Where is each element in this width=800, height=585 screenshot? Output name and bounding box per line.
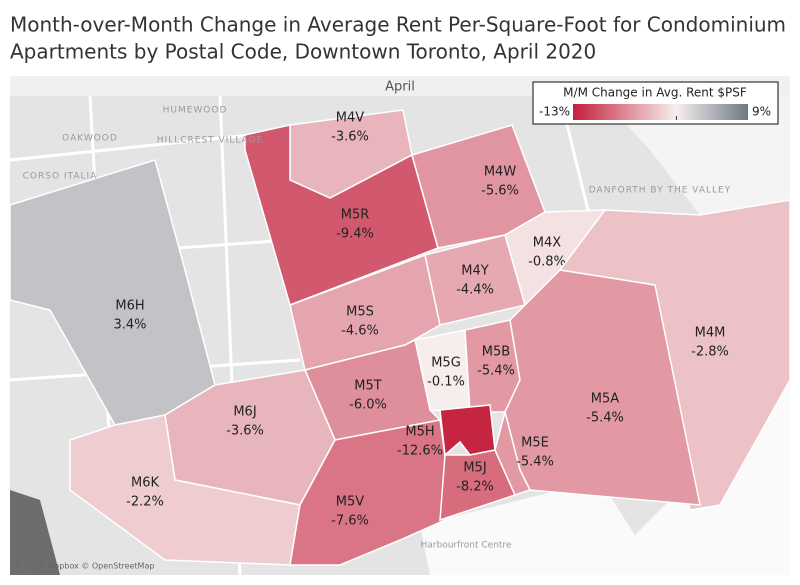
region-code: M4Y	[461, 264, 488, 279]
region-value: -5.6%	[481, 184, 519, 199]
region-value: -2.2%	[126, 495, 164, 510]
region-value: -2.8%	[691, 345, 729, 360]
region	[494, 409, 532, 496]
region-value: -0.1%	[427, 375, 465, 390]
region-code: M4W	[484, 165, 516, 180]
region-value: -4.4%	[456, 283, 494, 298]
region-code: M5R	[341, 208, 370, 223]
region-code: M5V	[336, 495, 364, 510]
land-strip	[10, 490, 60, 575]
region-value: -12.6%	[397, 444, 443, 459]
region-value: -3.6%	[331, 130, 369, 145]
place-label: HILLCREST VILLAGE	[157, 136, 263, 146]
water	[420, 480, 660, 575]
region-value: -4.6%	[341, 324, 379, 339]
title-line: Month-over-Month Change in Average Rent …	[10, 13, 786, 37]
region-value: -7.6%	[331, 514, 369, 529]
region-value: -3.6%	[226, 424, 264, 439]
region-code: M4X	[533, 236, 561, 251]
region-code: M6J	[233, 405, 256, 420]
panel-label: April	[385, 80, 415, 95]
legend-ramp	[573, 104, 748, 120]
region	[289, 253, 441, 371]
region-value: -9.4%	[336, 227, 374, 242]
region-code: M4V	[336, 111, 364, 126]
region-value: -6.0%	[349, 398, 387, 413]
region-code: M5A	[591, 392, 619, 407]
place-label: DANFORTH BY THE VALLEY	[589, 186, 731, 196]
legend-title: M/M Change in Avg. Rent $PSF	[563, 86, 747, 100]
place-label: Harbourfront Centre	[421, 541, 512, 551]
region-code: M5B	[482, 345, 510, 360]
park	[600, 96, 790, 215]
region-code: M5T	[354, 379, 381, 394]
region-code: M5J	[463, 461, 486, 476]
region	[439, 404, 496, 457]
place-label: CORSO ITALIA	[23, 172, 98, 182]
region-code: M6H	[115, 299, 144, 314]
region-code: M4M	[695, 326, 726, 341]
region-code: M5S	[346, 305, 374, 320]
region-code: M5E	[521, 436, 549, 451]
legend-min-label: -13%	[539, 105, 570, 119]
region-value: -5.4%	[477, 364, 515, 379]
water	[590, 380, 790, 575]
legend-max-label: 9%	[752, 105, 771, 119]
region-value: -8.2%	[456, 480, 494, 495]
region-code: M6K	[131, 476, 159, 491]
title-line: Apartments by Postal Code, Downtown Toro…	[10, 40, 596, 64]
region-value: -5.4%	[586, 411, 624, 426]
place-label: OAKWOOD	[62, 134, 118, 144]
region-code: M5H	[405, 425, 434, 440]
region-value: 3.4%	[113, 318, 146, 333]
attribution: © 2020 Mapbox © OpenStreetMap	[14, 562, 154, 571]
region-value: -5.4%	[516, 455, 554, 470]
region-value: -0.8%	[528, 255, 566, 270]
region-code: M5G	[431, 356, 461, 371]
place-label: HUMEWOOD	[163, 106, 228, 116]
